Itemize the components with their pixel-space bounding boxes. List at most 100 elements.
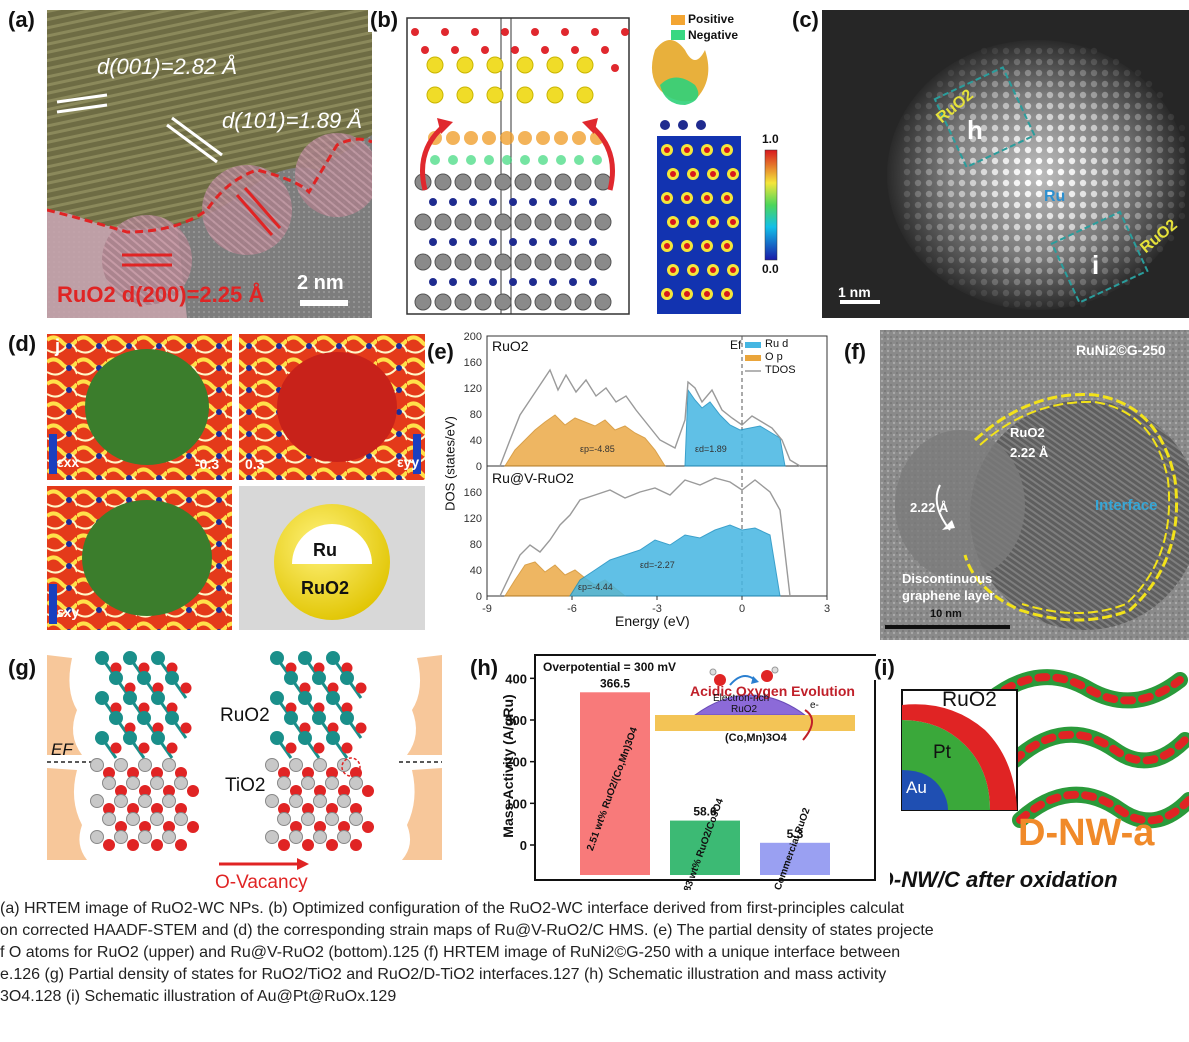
panel-h: 0 100 200 300 400 366.5 2.51 wt% RuO2/(Co,Mn)…	[485, 650, 880, 890]
atom-dot	[958, 69, 966, 77]
panel-e-chart: -9 -6 -3 0 3 0 40 80 120 160 200 0 40 80 120 160	[464, 331, 830, 615]
atom-dot	[958, 124, 966, 132]
atom-dot	[1123, 212, 1131, 220]
atom-dot	[1046, 190, 1054, 198]
atom-dot	[980, 124, 988, 132]
dos-ytick-top: 40	[470, 435, 482, 447]
atom-dot	[991, 267, 999, 275]
atom-dot	[969, 223, 977, 231]
panel-f-scale: 10 nm	[930, 608, 962, 620]
atom-o	[103, 767, 115, 779]
atom-dot	[1079, 157, 1087, 165]
atom-o	[138, 742, 150, 754]
atom-dot	[980, 58, 988, 66]
atom-o	[314, 785, 326, 797]
atom-ru	[95, 691, 109, 705]
atom-c	[434, 293, 452, 311]
atom-dot	[1156, 113, 1164, 121]
atom-ti	[174, 812, 188, 826]
density-core	[704, 195, 710, 201]
atom-o	[411, 28, 419, 36]
atom-dot	[1178, 135, 1186, 143]
atom-dot	[1002, 157, 1010, 165]
atom-dot	[1156, 146, 1164, 154]
atom-dot	[1112, 223, 1120, 231]
atom-ti	[337, 830, 351, 844]
atom-dot	[903, 212, 911, 220]
atom-ti	[277, 812, 291, 826]
atom-o	[290, 821, 302, 833]
atom-dot	[1024, 245, 1032, 253]
atom-dot	[1156, 212, 1164, 220]
atom-w	[516, 86, 534, 104]
atom-dot	[1101, 157, 1109, 165]
atom-o	[152, 722, 164, 734]
panel-e-ylabel: DOS (states/eV)	[442, 416, 458, 511]
atom-o	[302, 839, 314, 851]
atom-dot	[958, 113, 966, 121]
atom-dot	[1002, 201, 1010, 209]
atom-dot	[925, 245, 933, 253]
dos-ytick-bottom: 160	[464, 487, 482, 499]
atom-dot	[1035, 91, 1043, 99]
atom-dot	[1101, 102, 1109, 110]
atom-dot	[1145, 102, 1153, 110]
atom-dot	[1024, 256, 1032, 264]
atom-ru	[509, 238, 517, 246]
atom-dot	[1090, 91, 1098, 99]
density-core	[724, 243, 730, 249]
atom-dot	[1057, 179, 1065, 187]
ruo2-nanoparticles	[1016, 790, 1189, 825]
panel-c-ru: Ru	[1044, 188, 1066, 205]
atom-c	[574, 213, 592, 231]
atom-dot	[1002, 80, 1010, 88]
charge-lobe	[448, 155, 458, 165]
atom-dot	[991, 113, 999, 121]
dos-ytick-bottom: 120	[464, 513, 482, 525]
atom-o	[441, 28, 449, 36]
atom-c	[474, 173, 492, 191]
panel-g-image	[47, 651, 442, 870]
atom-o	[299, 722, 311, 734]
panel-b: Positive Negative 1.0 0.0	[385, 10, 805, 318]
atom-dot	[914, 223, 922, 231]
atom-dot	[914, 113, 922, 121]
atom-dot	[1013, 278, 1021, 286]
atom-dot	[1024, 289, 1032, 297]
atom-dot	[969, 69, 977, 77]
atom-dot	[1035, 267, 1043, 275]
atom-dot	[1002, 91, 1010, 99]
atom-ru	[569, 198, 577, 206]
atom-dot	[1112, 201, 1120, 209]
ma-bar	[760, 842, 830, 875]
atom-dot	[1167, 157, 1175, 165]
atom-dot	[925, 146, 933, 154]
panel-g-ef: EF	[51, 740, 73, 759]
atom-o	[103, 803, 115, 815]
charge-lobe	[464, 131, 478, 145]
atom-dot	[1046, 157, 1054, 165]
atom-ru	[340, 711, 354, 725]
atom-ru	[529, 198, 537, 206]
atom-dot	[1024, 300, 1032, 308]
atom-dot	[1068, 80, 1076, 88]
atom-dot	[1068, 135, 1076, 143]
atom-c	[554, 293, 572, 311]
atom-o	[138, 702, 150, 714]
atom-dot	[1167, 223, 1175, 231]
atom-c	[514, 173, 532, 191]
atom-dot	[947, 91, 955, 99]
atom-dot	[1068, 124, 1076, 132]
atom-o	[163, 785, 175, 797]
atom-dot	[958, 223, 966, 231]
density-core	[664, 291, 670, 297]
atom-dot	[1123, 190, 1131, 198]
atom-dot	[1046, 135, 1054, 143]
atom-dot	[1013, 289, 1021, 297]
atom-ru	[298, 731, 312, 745]
atom-dot	[1035, 256, 1043, 264]
atom-dot	[1090, 80, 1098, 88]
panel-i-image	[901, 669, 1189, 829]
atom-w	[486, 56, 504, 74]
atom-dot	[1079, 256, 1087, 264]
